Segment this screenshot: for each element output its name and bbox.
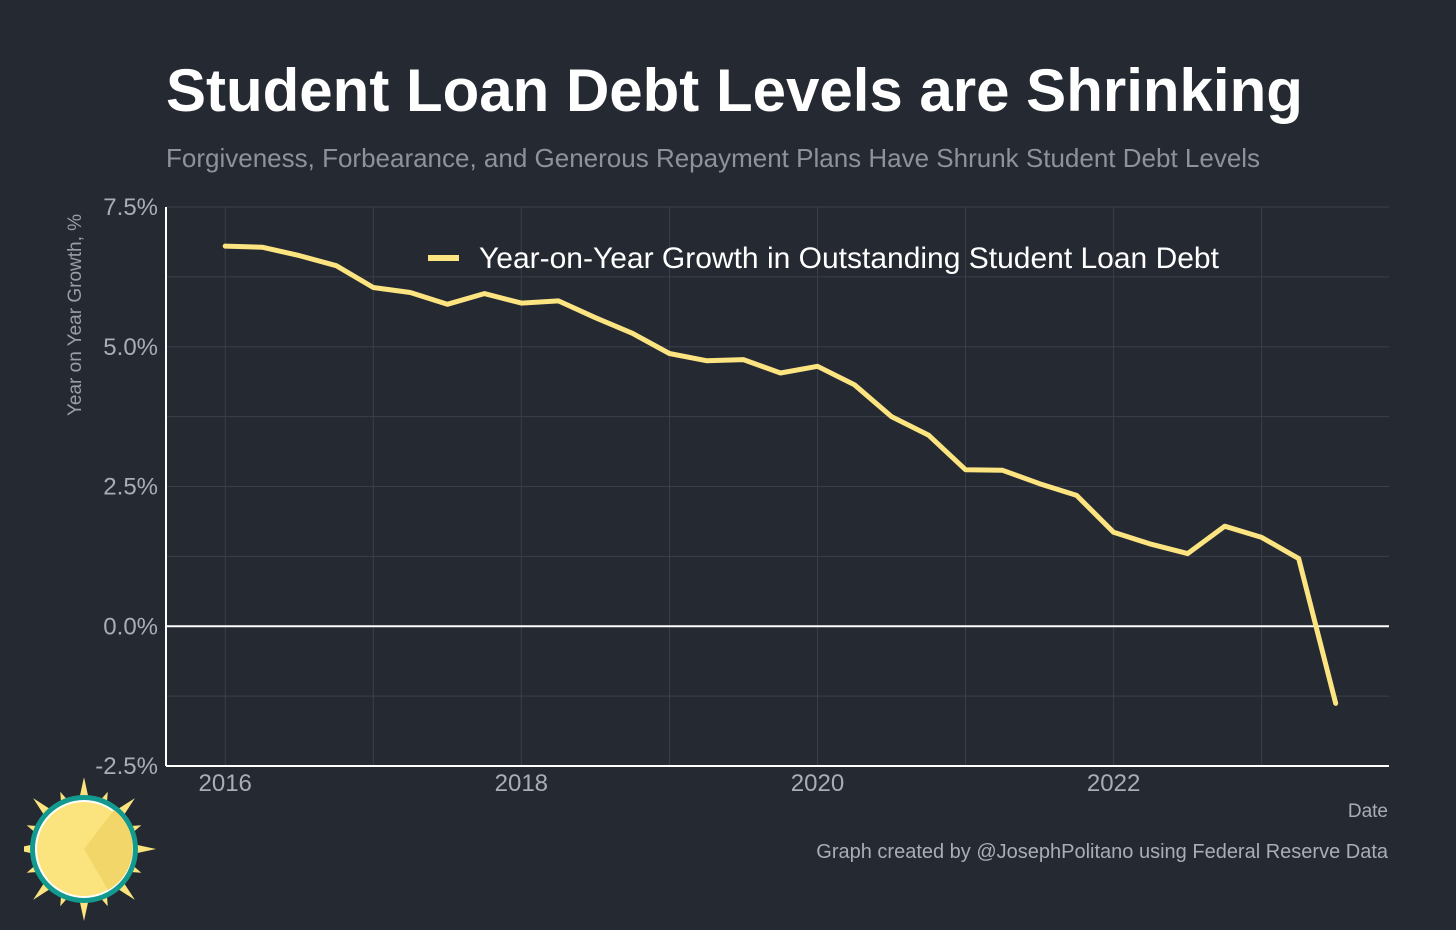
x-tick-labels: 2016 2018 2020 2022 [199,770,1141,797]
source-credit: Graph created by @JosephPolitano using F… [816,841,1388,863]
x-tick-label: 2018 [495,770,548,797]
sun-logo-icon [24,778,156,921]
grid-lines [166,206,1389,767]
legend: Year-on-Year Growth in Outstanding Stude… [428,242,1220,275]
y-tick-label: 2.5% [103,474,158,501]
x-tick-label: 2020 [791,770,844,797]
y-tick-label: 5.0% [103,334,158,361]
y-tick-label: -2.5% [95,753,158,780]
axes [165,207,1389,767]
x-tick-label: 2022 [1087,770,1140,797]
y-tick-labels: 7.5% 5.0% 2.5% 0.0% -2.5% [95,194,158,780]
x-axis-title: Date [1348,801,1388,822]
chart-subtitle: Forgiveness, Forbearance, and Generous R… [166,143,1261,173]
x-tick-label: 2016 [199,770,252,797]
y-tick-label: 0.0% [103,613,158,640]
y-axis-title: Year on Year Growth, % [65,214,86,416]
series-line [222,243,1339,706]
legend-label: Year-on-Year Growth in Outstanding Stude… [479,242,1220,275]
chart-title: Student Loan Debt Levels are Shrinking [166,57,1303,124]
series-group [222,243,1339,706]
y-tick-label: 7.5% [103,194,158,221]
